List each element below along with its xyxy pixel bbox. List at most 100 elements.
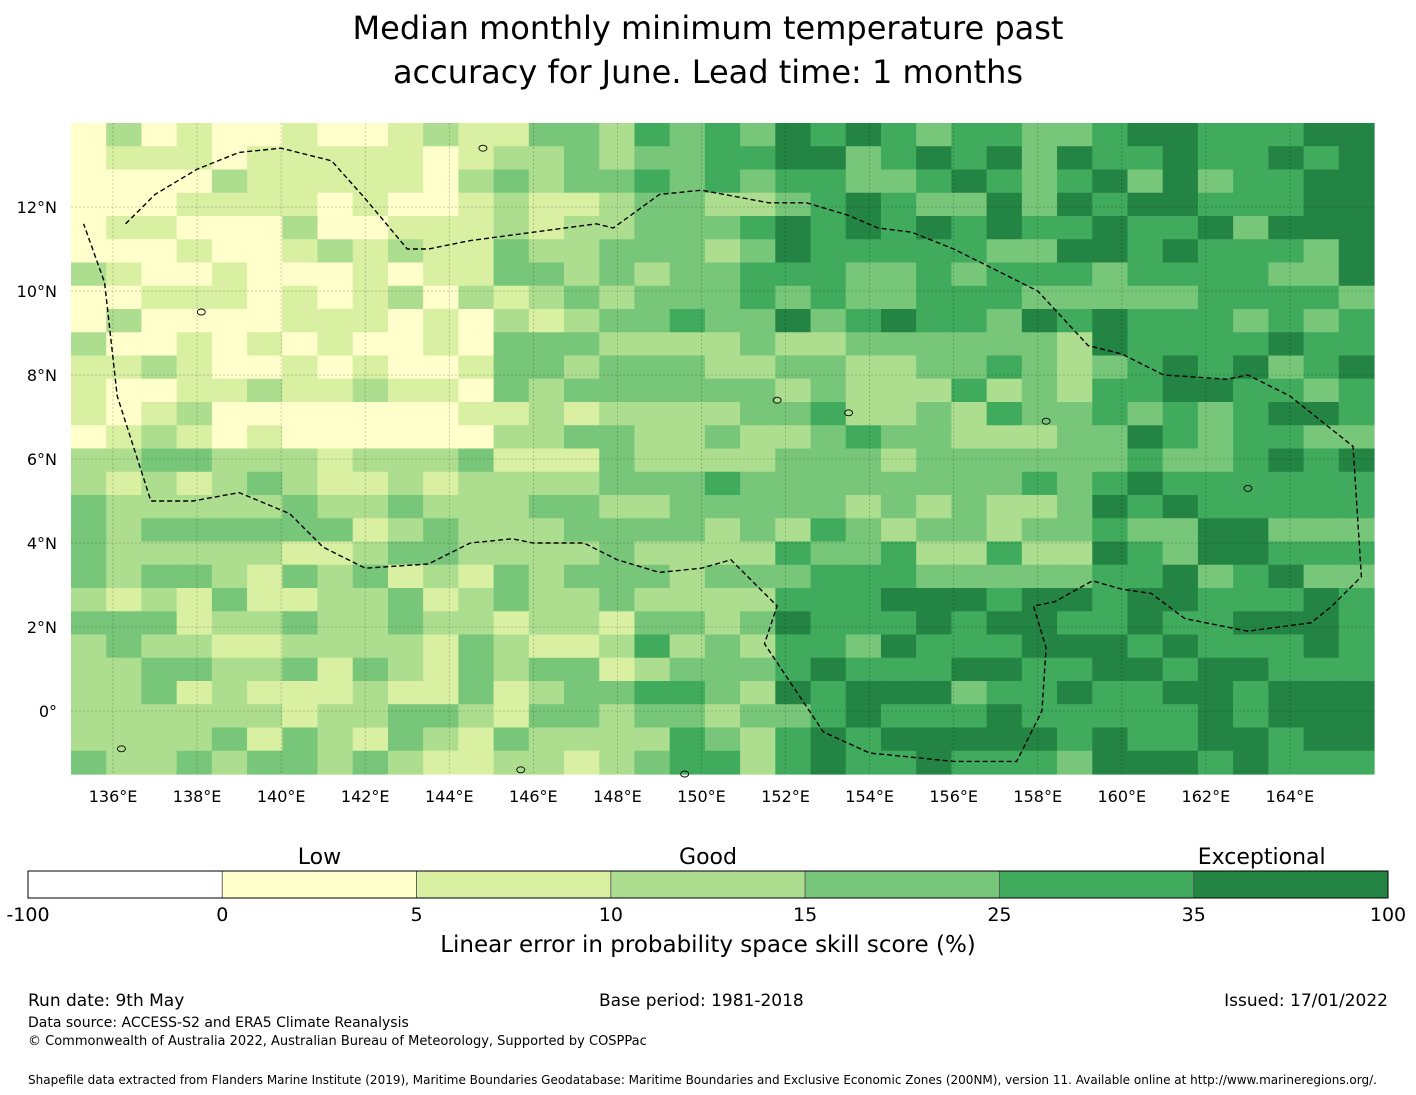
grid-cell (986, 448, 1023, 473)
grid-cell (423, 471, 459, 496)
grid-cell (1338, 378, 1375, 403)
grid-cell (458, 425, 495, 450)
grid-cell (1268, 495, 1305, 519)
grid-cell (775, 564, 812, 589)
grid-cell (106, 681, 143, 705)
grid-cell (1197, 634, 1234, 659)
grid-cell (1092, 564, 1129, 589)
grid-cell (986, 704, 1023, 729)
grid-cell (704, 448, 741, 473)
grid-cell (1092, 332, 1129, 357)
grid-cell (71, 262, 107, 287)
grid-cell (704, 355, 741, 380)
grid-cell (775, 588, 812, 612)
grid-cell (669, 425, 706, 450)
grid-cell (669, 216, 706, 240)
grid-cell (916, 192, 953, 217)
grid-cell (599, 169, 636, 194)
grid-cell (775, 402, 812, 426)
grid-cell (352, 216, 389, 240)
base-period: Base period: 1981-2018 (599, 991, 804, 1011)
grid-cell (1303, 471, 1340, 496)
grid-cell (1303, 518, 1340, 543)
grid-cell (634, 564, 671, 589)
grid-cell (1021, 192, 1058, 217)
grid-cell (317, 657, 354, 682)
grid-cell (387, 402, 424, 426)
grid-cell (141, 262, 178, 287)
grid-cell (634, 750, 671, 775)
grid-cell (528, 611, 565, 636)
grid-cell (669, 657, 706, 682)
lon-tick-label: 152°E (761, 787, 810, 806)
lat-tick-label: 8°N (27, 366, 57, 385)
grid-cell (423, 309, 459, 333)
grid-cell (880, 285, 917, 310)
grid-cell (810, 448, 847, 473)
grid-cell (106, 495, 143, 519)
grid-cell (880, 402, 917, 426)
grid-cell (669, 332, 706, 357)
grid-cell (528, 495, 565, 519)
grid-cell (141, 611, 178, 636)
grid-cell (599, 262, 636, 287)
grid-cell (845, 239, 882, 264)
grid-cell (352, 564, 389, 589)
grid-cell (1092, 657, 1129, 682)
grid-cell (1303, 216, 1340, 240)
grid-cell (1233, 285, 1269, 310)
grid-cell (634, 448, 671, 473)
grid-cell (106, 262, 143, 287)
island-outline (516, 766, 526, 774)
grid-cell (564, 169, 600, 194)
grid-cell (916, 588, 953, 612)
grid-cell (1268, 541, 1305, 566)
grid-cell (1092, 471, 1129, 496)
grid-cell (740, 285, 776, 310)
grid-cell (1197, 541, 1234, 566)
lat-tick-label: 12°N (17, 198, 57, 217)
grid-cell (1021, 402, 1058, 426)
grid-cell (564, 564, 600, 589)
lon-tick-label: 140°E (257, 787, 306, 806)
grid-cell (916, 448, 953, 473)
grid-cell (493, 169, 530, 194)
grid-cell (810, 309, 847, 333)
title-line-1: Median monthly minimum temperature past (352, 9, 1064, 47)
grid-cell (106, 192, 143, 217)
grid-cell (669, 588, 706, 612)
grid-cell (1057, 588, 1093, 612)
grid-cell (1338, 727, 1375, 752)
grid-cell (423, 378, 459, 403)
grid-cell (1021, 681, 1058, 705)
grid-cell (1092, 192, 1129, 217)
grid-cell (880, 727, 917, 752)
colorbar-segment (999, 870, 1195, 899)
grid-cell (247, 262, 283, 287)
grid-cell (352, 541, 389, 566)
grid-cell (387, 192, 424, 217)
grid-cell (211, 169, 248, 194)
grid-cell (141, 309, 178, 333)
grid-cell (880, 611, 917, 636)
grid-cell (1092, 216, 1129, 240)
grid-cell (740, 355, 776, 380)
grid-cell (71, 471, 107, 496)
grid-cell (1303, 309, 1340, 333)
grid-cell (528, 518, 565, 543)
grid-cell (1303, 355, 1340, 380)
grid-cell (951, 309, 988, 333)
grid-cell (1021, 471, 1058, 496)
colorbar-segment (610, 870, 806, 899)
grid-cell (1127, 611, 1164, 636)
grid-cell (1057, 495, 1093, 519)
grid-cell (71, 588, 107, 612)
grid-cell (1338, 657, 1375, 682)
grid-cell (599, 681, 636, 705)
grid-cell (247, 541, 283, 566)
grid-cell (176, 518, 213, 543)
grid-cell (176, 564, 213, 589)
grid-cell (176, 355, 213, 380)
grid-cell (1303, 192, 1340, 217)
grid-cell (387, 704, 424, 729)
